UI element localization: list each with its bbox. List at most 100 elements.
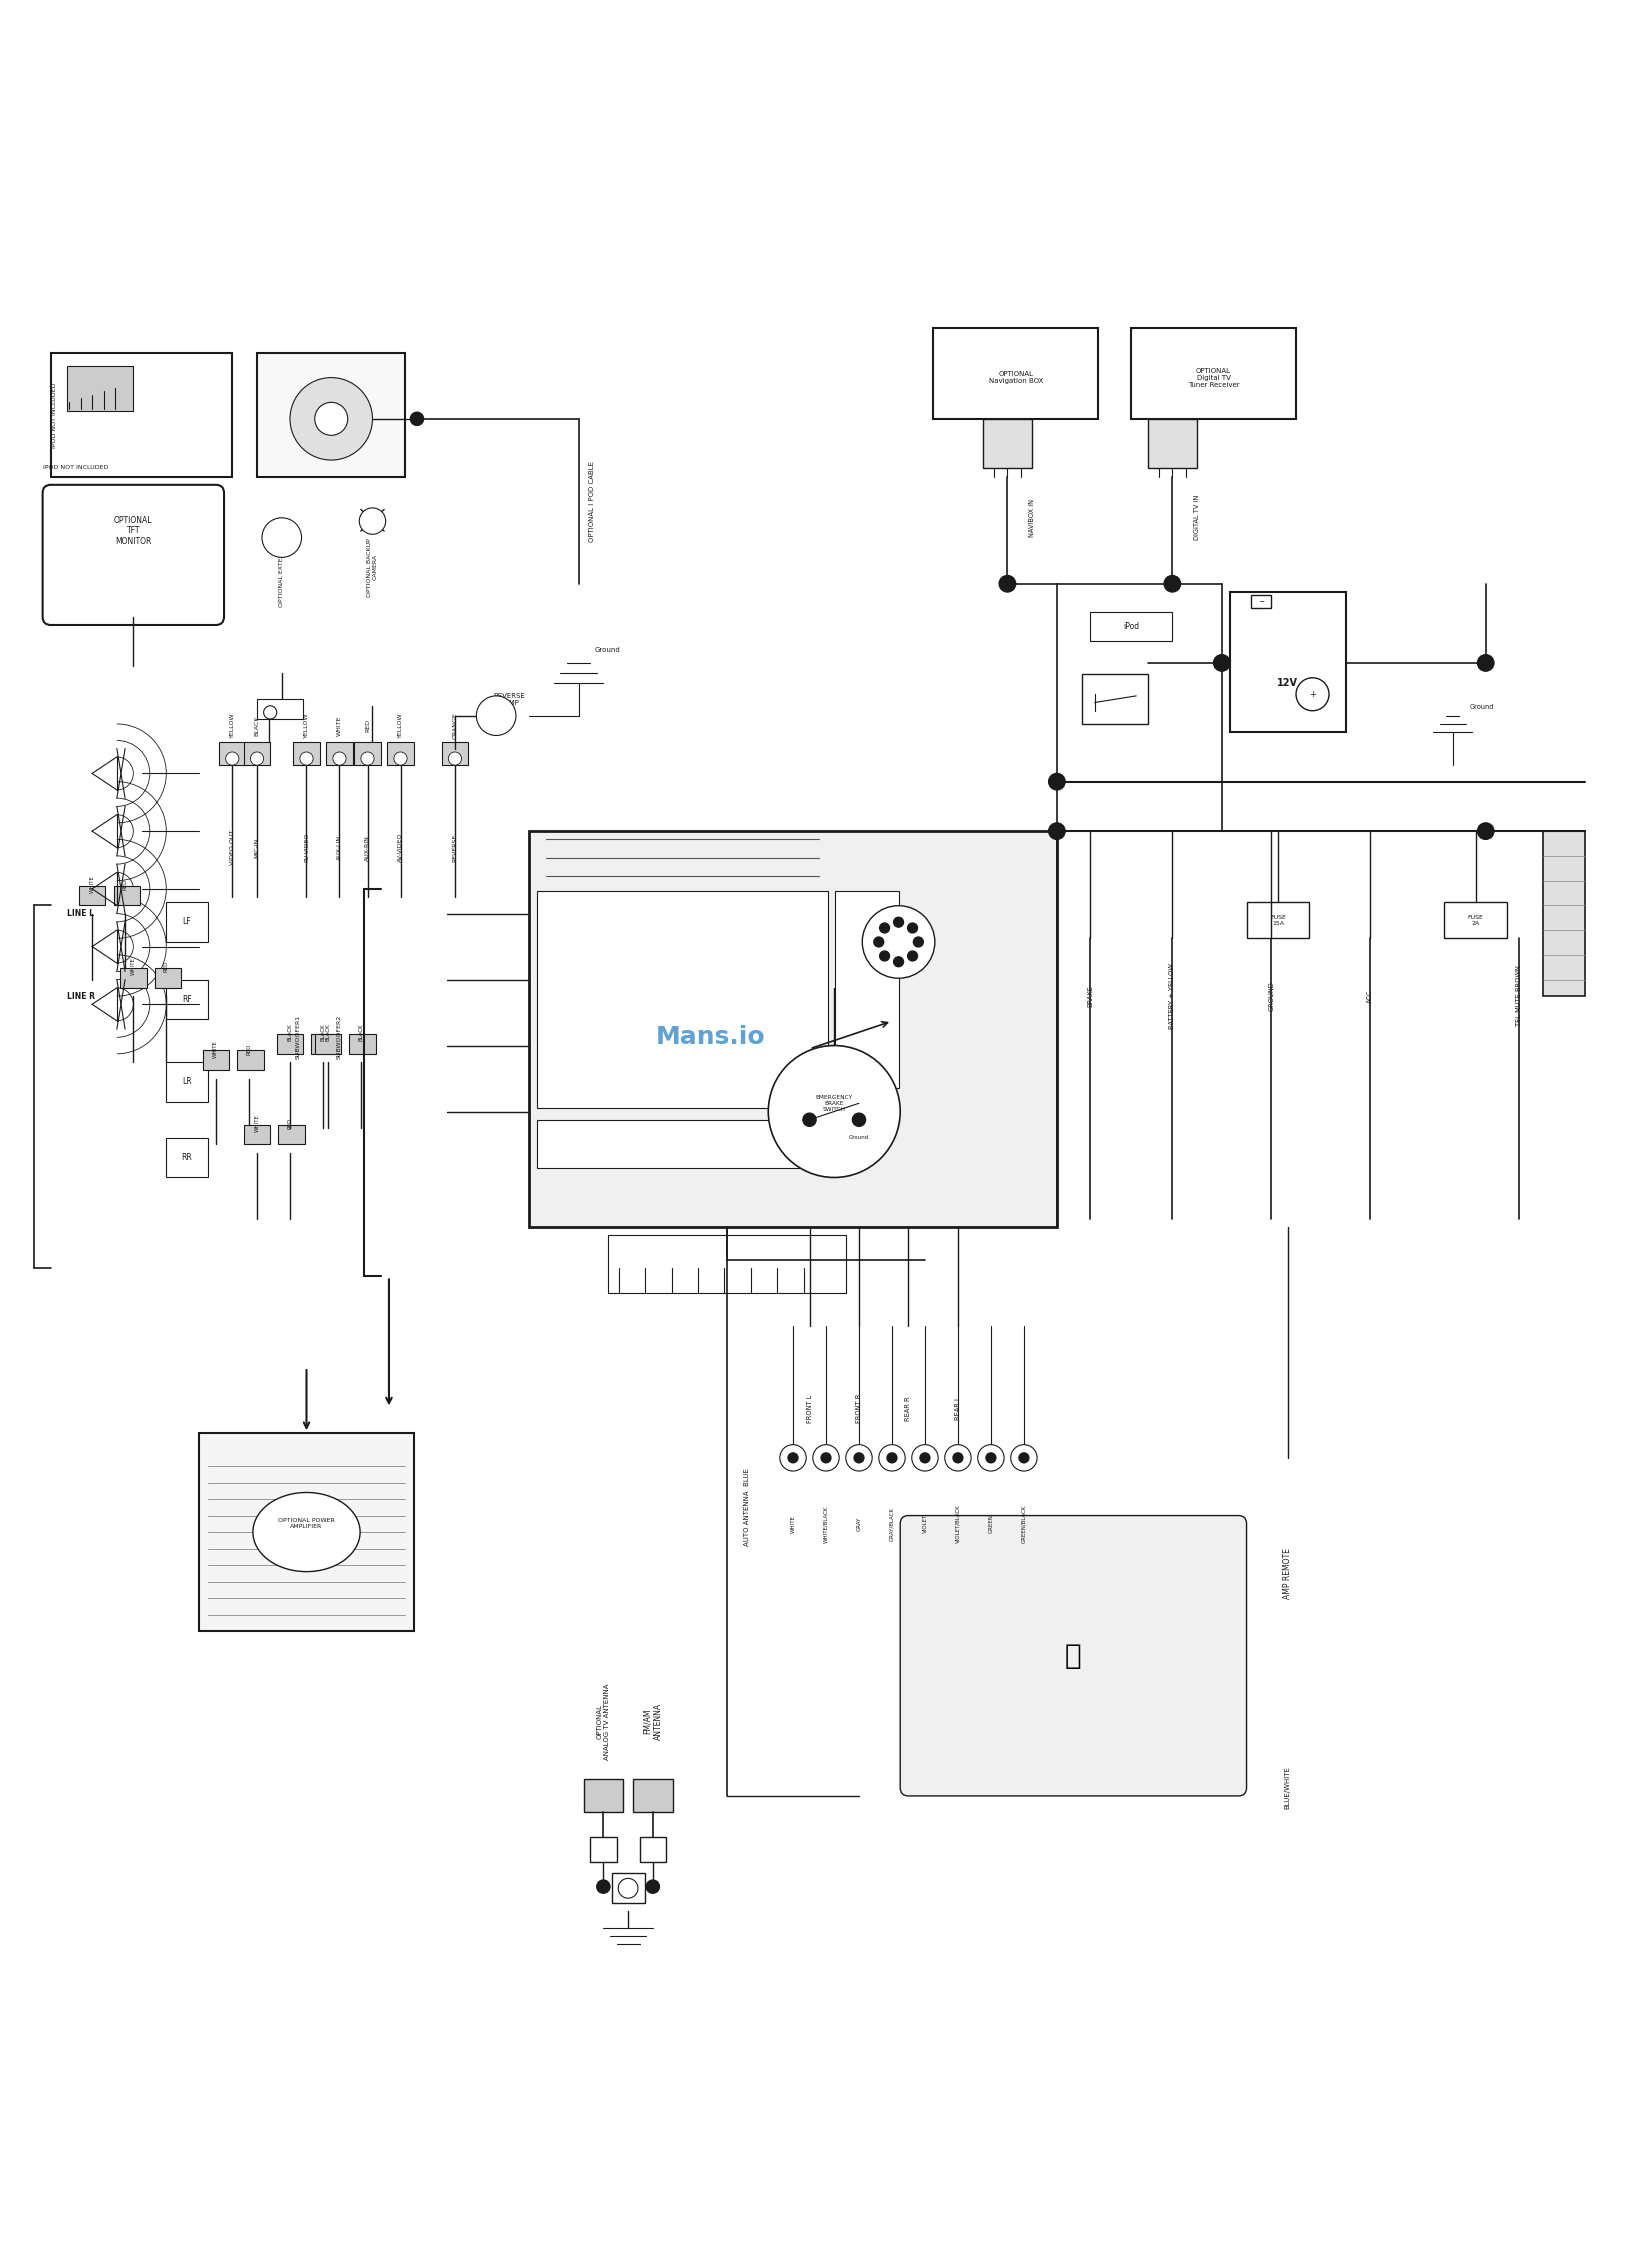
Ellipse shape — [253, 1493, 360, 1572]
Text: REVERSE: REVERSE — [453, 832, 458, 862]
Circle shape — [393, 751, 406, 765]
FancyBboxPatch shape — [1090, 611, 1173, 641]
Circle shape — [821, 1453, 831, 1462]
Circle shape — [263, 519, 302, 557]
Circle shape — [410, 413, 423, 426]
Circle shape — [1049, 774, 1066, 790]
Text: ORANGE: ORANGE — [453, 713, 458, 740]
Circle shape — [945, 1444, 971, 1471]
Text: BLACK: BLACK — [287, 1024, 292, 1042]
Text: SUBWOOFER1: SUBWOOFER1 — [296, 1015, 301, 1060]
Text: VIOLET: VIOLET — [922, 1514, 927, 1534]
Text: VIOLET/BLACK: VIOLET/BLACK — [955, 1505, 960, 1543]
FancyBboxPatch shape — [1543, 830, 1584, 997]
Text: AUTO ANTENNA  BLUE: AUTO ANTENNA BLUE — [743, 1469, 750, 1545]
Circle shape — [1297, 677, 1328, 711]
Text: GRAY/BLACK: GRAY/BLACK — [889, 1507, 894, 1541]
Text: DIGITAL TV IN: DIGITAL TV IN — [1194, 494, 1199, 541]
Circle shape — [912, 1444, 938, 1471]
Circle shape — [1019, 1453, 1029, 1462]
Circle shape — [874, 936, 884, 948]
FancyBboxPatch shape — [1132, 327, 1297, 420]
Text: EMERGENCY
BRAKE
SWITCH: EMERGENCY BRAKE SWITCH — [816, 1094, 852, 1112]
FancyBboxPatch shape — [220, 742, 246, 765]
Text: Mans.io: Mans.io — [656, 1024, 765, 1049]
Circle shape — [999, 575, 1016, 591]
Circle shape — [360, 751, 373, 765]
FancyBboxPatch shape — [43, 485, 225, 625]
Text: WHITE/BLACK: WHITE/BLACK — [823, 1505, 829, 1543]
FancyBboxPatch shape — [983, 420, 1032, 469]
Circle shape — [251, 751, 264, 765]
Circle shape — [879, 952, 889, 961]
Text: GROUND: GROUND — [1269, 981, 1274, 1011]
Text: BATTERY + YELLOW: BATTERY + YELLOW — [1170, 963, 1175, 1029]
FancyBboxPatch shape — [1082, 675, 1148, 724]
Text: RED: RED — [287, 1117, 292, 1128]
Text: OPTIONAL
Navigation BOX: OPTIONAL Navigation BOX — [988, 370, 1042, 384]
Circle shape — [978, 1444, 1004, 1471]
Text: FRONT L: FRONT L — [806, 1394, 813, 1424]
Text: BLACK: BLACK — [358, 1024, 363, 1042]
Text: YELLOW: YELLOW — [304, 713, 309, 738]
FancyBboxPatch shape — [933, 327, 1099, 420]
FancyBboxPatch shape — [608, 1236, 846, 1293]
Text: GREEN: GREEN — [988, 1514, 993, 1534]
Text: OPTIONAL POWER
AMPLIFIER: OPTIONAL POWER AMPLIFIER — [278, 1518, 335, 1530]
Text: AMP REMOTE: AMP REMOTE — [1284, 1548, 1292, 1600]
Circle shape — [894, 957, 904, 968]
FancyBboxPatch shape — [387, 742, 413, 765]
FancyBboxPatch shape — [537, 891, 828, 1108]
Circle shape — [646, 1879, 659, 1893]
Text: Ground: Ground — [1469, 704, 1493, 711]
Text: +: + — [1308, 690, 1317, 699]
Circle shape — [1214, 654, 1231, 672]
Circle shape — [301, 751, 314, 765]
FancyBboxPatch shape — [244, 1126, 271, 1144]
Text: AUX-RIN: AUX-RIN — [365, 835, 370, 860]
Circle shape — [788, 1453, 798, 1462]
Text: OPTIONAL I POD CABLE: OPTIONAL I POD CABLE — [588, 460, 595, 541]
Text: OPTIONAL BACKUP
CAMERA: OPTIONAL BACKUP CAMERA — [367, 537, 378, 596]
Text: LINE R: LINE R — [68, 993, 96, 1002]
FancyBboxPatch shape — [114, 887, 140, 905]
Circle shape — [894, 918, 904, 927]
Circle shape — [953, 1453, 963, 1462]
Text: LINE L: LINE L — [68, 909, 94, 918]
Text: RED: RED — [164, 961, 169, 972]
Text: RV-VIDEO: RV-VIDEO — [304, 832, 309, 862]
FancyBboxPatch shape — [354, 742, 380, 765]
Circle shape — [768, 1045, 900, 1178]
Text: LR: LR — [182, 1078, 192, 1087]
Circle shape — [1477, 654, 1493, 672]
FancyBboxPatch shape — [279, 1126, 306, 1144]
FancyBboxPatch shape — [121, 968, 147, 988]
Circle shape — [226, 751, 240, 765]
FancyBboxPatch shape — [258, 352, 405, 476]
Circle shape — [852, 1112, 866, 1126]
Text: YELLOW: YELLOW — [230, 713, 235, 738]
Text: WHITE: WHITE — [89, 875, 94, 893]
FancyBboxPatch shape — [1247, 902, 1310, 938]
Text: 🚗: 🚗 — [1066, 1642, 1082, 1669]
Text: OPTIONAL
Digital TV
Tuner Receiver: OPTIONAL Digital TV Tuner Receiver — [1188, 368, 1239, 388]
FancyBboxPatch shape — [238, 1051, 264, 1069]
Circle shape — [907, 952, 917, 961]
Text: IPOD NOT INCLUDED: IPOD NOT INCLUDED — [43, 465, 109, 469]
Circle shape — [1477, 823, 1493, 839]
FancyBboxPatch shape — [312, 1033, 337, 1054]
Circle shape — [879, 923, 889, 934]
FancyBboxPatch shape — [537, 1119, 828, 1169]
Text: BLACK: BLACK — [325, 1024, 330, 1042]
Circle shape — [879, 1444, 905, 1471]
FancyBboxPatch shape — [611, 1872, 644, 1904]
Text: IPOD NOT INCLUDED: IPOD NOT INCLUDED — [51, 384, 56, 449]
Circle shape — [1165, 575, 1181, 591]
Circle shape — [914, 936, 923, 948]
FancyBboxPatch shape — [294, 742, 320, 765]
Text: NAVIBOX IN: NAVIBOX IN — [1029, 499, 1036, 537]
Text: BLACK: BLACK — [254, 715, 259, 735]
FancyBboxPatch shape — [68, 365, 134, 411]
Text: OPTIONAL
TFT
MONITOR: OPTIONAL TFT MONITOR — [114, 517, 152, 546]
FancyBboxPatch shape — [200, 1433, 413, 1631]
